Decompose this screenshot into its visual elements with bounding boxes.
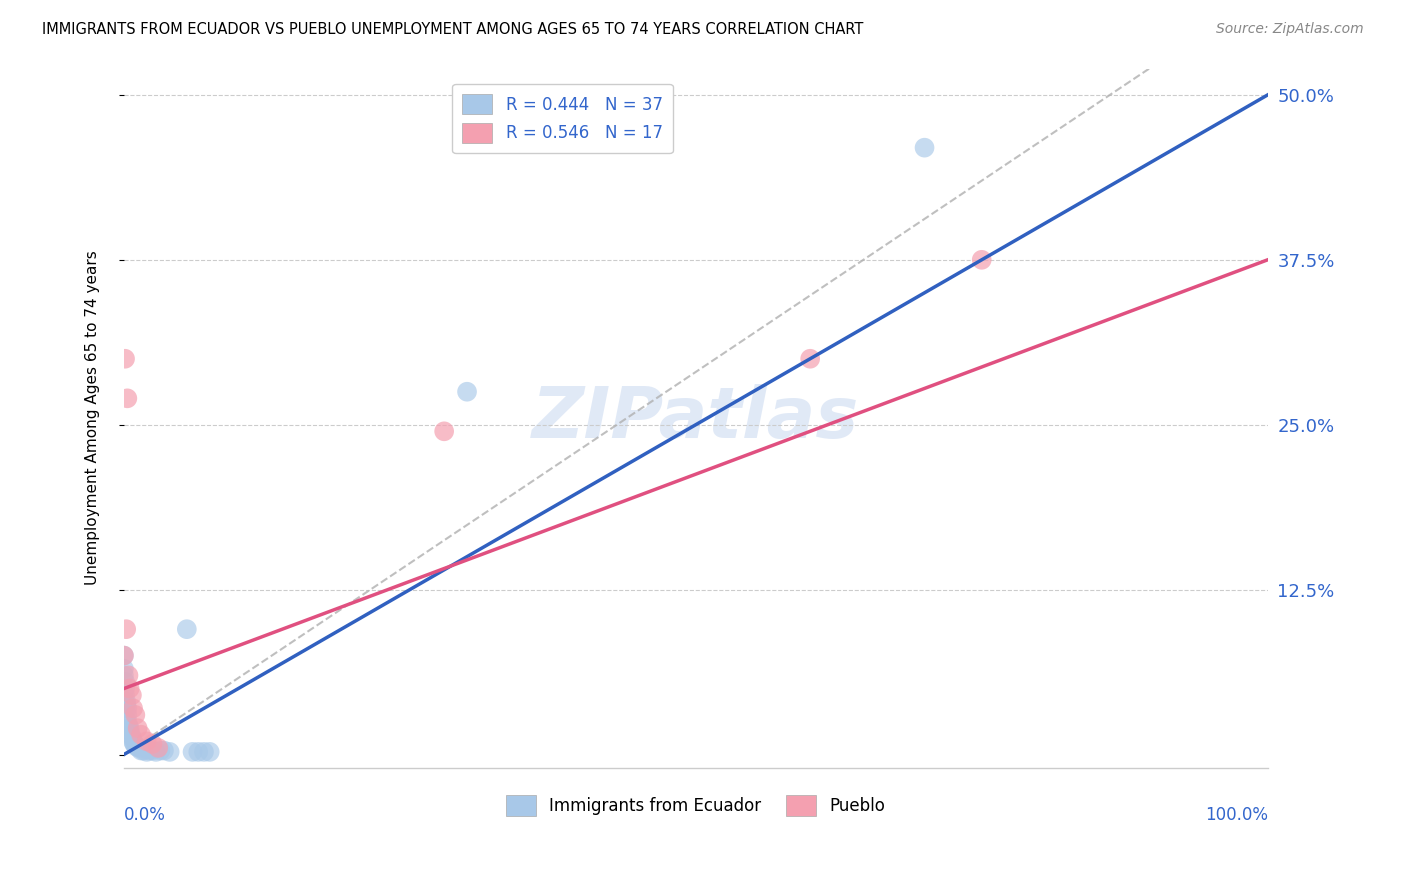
Point: [112, 668, 135, 682]
Point: [153, 743, 176, 757]
Point: [121, 731, 143, 745]
Point: [117, 718, 139, 732]
Point: [125, 739, 148, 754]
Point: [135, 734, 157, 748]
Point: [122, 737, 145, 751]
Point: [138, 743, 160, 757]
Point: [118, 721, 141, 735]
Point: [128, 740, 150, 755]
Point: [122, 701, 145, 715]
Point: [117, 707, 139, 722]
Point: [148, 740, 170, 755]
Point: [122, 734, 145, 748]
Point: [117, 714, 139, 729]
Text: Source: ZipAtlas.com: Source: ZipAtlas.com: [1216, 22, 1364, 37]
Point: [141, 737, 163, 751]
Point: [112, 648, 135, 663]
Point: [799, 351, 821, 366]
Point: [198, 745, 221, 759]
Point: [132, 743, 155, 757]
Legend: Immigrants from Ecuador, Pueblo: Immigrants from Ecuador, Pueblo: [499, 789, 893, 822]
Point: [117, 701, 139, 715]
Text: IMMIGRANTS FROM ECUADOR VS PUEBLO UNEMPLOYMENT AMONG AGES 65 TO 74 YEARS CORRELA: IMMIGRANTS FROM ECUADOR VS PUEBLO UNEMPL…: [42, 22, 863, 37]
Point: [970, 252, 993, 267]
Point: [456, 384, 478, 399]
Point: [117, 668, 139, 682]
Point: [135, 745, 157, 759]
Point: [115, 695, 138, 709]
Point: [193, 745, 215, 759]
Point: [181, 745, 204, 759]
Point: [114, 688, 136, 702]
Point: [129, 728, 152, 742]
Point: [914, 141, 936, 155]
Point: [112, 648, 135, 663]
Point: [120, 728, 142, 742]
Point: [118, 681, 141, 696]
Text: 100.0%: 100.0%: [1205, 806, 1268, 824]
Point: [159, 745, 181, 759]
Point: [124, 707, 146, 722]
Text: ZIPatlas: ZIPatlas: [531, 384, 859, 452]
Point: [124, 739, 146, 753]
Point: [433, 425, 456, 439]
Point: [114, 351, 136, 366]
Point: [121, 688, 143, 702]
Point: [145, 745, 167, 759]
Point: [176, 622, 198, 636]
Point: [117, 392, 139, 406]
Point: [127, 721, 149, 735]
Text: 0.0%: 0.0%: [124, 806, 166, 824]
Point: [118, 723, 141, 738]
Y-axis label: Unemployment Among Ages 65 to 74 years: Unemployment Among Ages 65 to 74 years: [86, 251, 100, 585]
Point: [149, 743, 172, 757]
Point: [141, 743, 163, 757]
Point: [114, 681, 136, 696]
Point: [112, 662, 135, 676]
Point: [187, 745, 209, 759]
Point: [115, 698, 138, 712]
Point: [114, 675, 136, 690]
Point: [115, 622, 138, 636]
Point: [129, 743, 152, 757]
